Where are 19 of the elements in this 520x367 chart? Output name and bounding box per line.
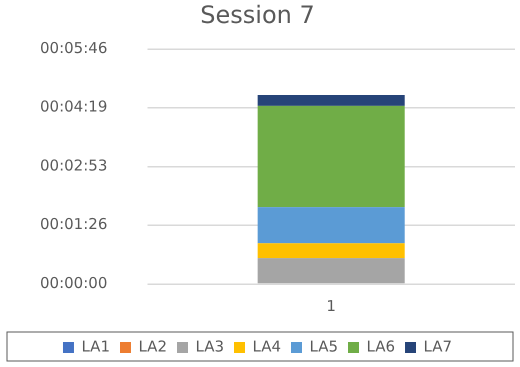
legend-label: LA5	[310, 337, 338, 356]
chart-title: Session 7	[200, 0, 315, 29]
legend-label: LA4	[252, 337, 282, 356]
x-tick-label: 1	[326, 296, 336, 315]
y-tick-label: 00:05:46	[40, 38, 108, 57]
bar	[258, 243, 405, 258]
bar	[258, 258, 405, 284]
legend-label: LA1	[81, 337, 110, 356]
y-tick-label: 00:04:19	[40, 98, 108, 116]
legend-label: LA3	[195, 337, 224, 356]
bar	[258, 207, 405, 244]
bar	[258, 94, 405, 106]
y-tick-label: 00:01:26	[40, 215, 108, 234]
y-tick-label: 00:02:53	[40, 156, 108, 174]
legend-label: LA6	[366, 337, 396, 356]
y-tick-label: 00:00:00	[40, 274, 108, 292]
legend-label: LA2	[138, 337, 167, 356]
bar	[258, 106, 405, 208]
legend-label: LA7	[424, 337, 452, 356]
